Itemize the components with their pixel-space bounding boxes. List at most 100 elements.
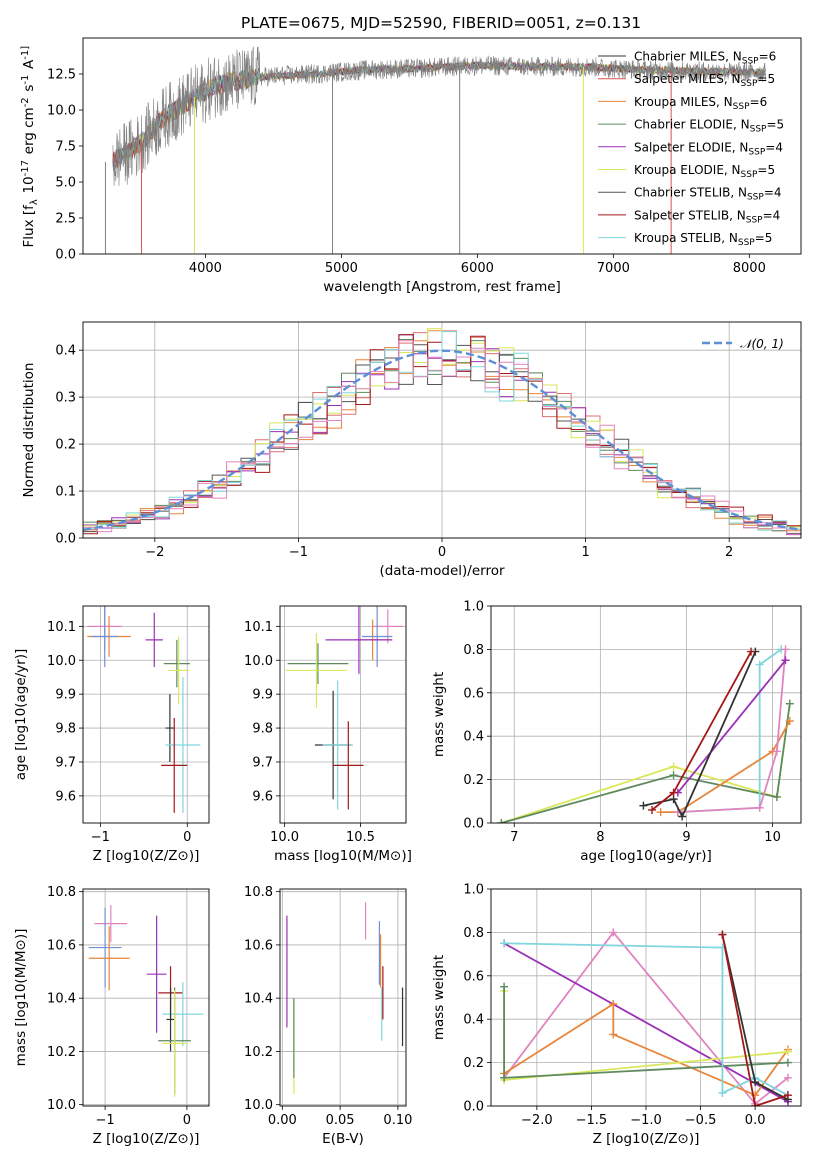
- y-axis-label: age [log10(age/yr)]: [13, 649, 29, 781]
- y-tick-label: 10.0: [47, 104, 76, 119]
- y-tick-label: 10.2: [244, 1045, 273, 1060]
- residual-panel: −2 −1 0 1 2 0.0 0.1 0.2 0.3 0.4 (data-model)/error…: [21, 321, 802, 579]
- y-tick-label: 10.0: [47, 1098, 76, 1113]
- mass-weight-marker: [772, 747, 781, 756]
- mass-vs-metallicity-panel: −1 0 10.0 10.2 10.4 10.6 10.8 Z [log10(Z/Z⊙)] ma…: [13, 885, 210, 1147]
- error-bar-points: [88, 904, 204, 1097]
- y-tick-label: 10.6: [47, 938, 76, 953]
- y-tick-label: 9.7: [55, 755, 76, 770]
- axes-frame: [82, 37, 802, 255]
- legend-entry: Chabrier MILES, NSSP=6: [634, 50, 776, 67]
- mass-weight-marker: [500, 939, 509, 948]
- axes-frame: [82, 605, 210, 824]
- mass-weight-marker: [783, 1073, 792, 1082]
- x-tick-label: 0.05: [326, 1113, 355, 1128]
- y-tick-label: 5.0: [55, 176, 76, 191]
- y-axis-label: Flux [fλ 10-17 erg cm-2 s-1 A-1]: [20, 45, 40, 248]
- x-tick-label: 0.10: [383, 1113, 412, 1128]
- mass-weight-marker: [669, 762, 678, 771]
- mass-weight-marker: [678, 812, 687, 821]
- y-tick-label: 0.3: [55, 391, 76, 406]
- legend-entry: Salpeter ELODIE, NSSP=4: [634, 140, 783, 157]
- mass-weight-marker: [500, 982, 509, 991]
- residual-legend: 𝒩(0, 1): [702, 337, 784, 351]
- x-tick-label: 4000: [189, 261, 222, 276]
- axes-frame: [490, 888, 802, 1107]
- x-tick-label: 9: [682, 830, 690, 845]
- x-tick-label: 8: [596, 830, 604, 845]
- x-tick-label: 0: [183, 1113, 191, 1128]
- legend-entry: Chabrier ELODIE, NSSP=5: [634, 118, 784, 135]
- axes-frame: [82, 321, 802, 539]
- y-tick-label: 10.8: [47, 885, 76, 900]
- x-tick-label: 7: [510, 830, 518, 845]
- residual-histogram: [83, 340, 801, 535]
- mass-weight-series: [501, 703, 791, 823]
- x-tick-label: 0: [438, 545, 446, 560]
- x-tick-label: −2.0: [521, 1113, 553, 1128]
- mass-weight-series: [660, 720, 791, 813]
- y-tick-label: 9.6: [252, 789, 273, 804]
- x-tick-label: 0: [183, 830, 191, 845]
- figure-title: PLATE=0675, MJD=52590, FIBERID=0051, z=0…: [241, 14, 641, 32]
- x-axis-label: E(B-V): [322, 1131, 364, 1147]
- y-tick-label: 9.7: [252, 755, 273, 770]
- x-axis-label: Z [log10(Z/Z⊙)]: [93, 848, 200, 864]
- mass-weight-vs-metallicity-panel: −2.0 −1.5 −1.0 −0.5 0.0 0.0 0.2 0.4 0.6 0.8 1.0 Z […: [431, 883, 802, 1147]
- x-tick-label: 2: [725, 545, 733, 560]
- mass-weight-marker: [609, 1000, 618, 1009]
- x-tick-label: 5000: [325, 261, 358, 276]
- x-tick-label: 6000: [461, 261, 494, 276]
- mass-weight-marker: [785, 699, 794, 708]
- x-tick-label: −2: [145, 545, 164, 560]
- legend-entry: Kroupa STELIB, NSSP=5: [634, 231, 772, 248]
- x-tick-label: −0.5: [685, 1113, 717, 1128]
- y-tick-label: 10.1: [47, 620, 76, 635]
- legend-entry: Salpeter MILES, NSSP=5: [634, 72, 775, 89]
- legend-entry: Chabrier STELIB, NSSP=4: [634, 186, 782, 203]
- y-axis-label: Normed distribution: [21, 363, 37, 498]
- y-tick-label: 9.8: [55, 722, 76, 737]
- mass-weight-marker: [751, 1078, 760, 1087]
- mass-weight-marker: [755, 803, 764, 812]
- age-vs-mass-panel: 10.0 10.5 9.6 9.7 9.8 9.9 10.0 10.1 mass [log10(…: [244, 605, 412, 864]
- y-tick-label: 0.4: [463, 1013, 484, 1028]
- x-axis-label: age [log10(age/yr)]: [580, 848, 712, 864]
- x-tick-label: 0.00: [268, 1113, 297, 1128]
- x-tick-label: −1.5: [576, 1113, 608, 1128]
- x-axis-label: wavelength [Angstrom, rest frame]: [323, 279, 561, 295]
- y-axis-label: mass weight: [431, 672, 447, 757]
- y-tick-label: 9.9: [252, 688, 273, 703]
- y-tick-label: 1.0: [463, 883, 484, 898]
- mass-weight-marker: [718, 930, 727, 939]
- legend-entry: 𝒩(0, 1): [740, 337, 784, 351]
- y-tick-label: 0.8: [463, 643, 484, 658]
- mass-weight-marker: [783, 1047, 792, 1056]
- age-vs-metallicity-panel: −1 0 9.6 9.7 9.8 9.9 10.0 10.1 Z [log10(Z/Z⊙)] ag…: [13, 605, 210, 864]
- y-tick-label: 9.8: [252, 722, 273, 737]
- mass-weight-marker: [747, 647, 756, 656]
- mass-weight-series: [643, 651, 757, 819]
- axes-frame: [279, 888, 407, 1107]
- y-tick-label: 0.0: [463, 817, 484, 832]
- mass-weight-series: [721, 934, 789, 1106]
- x-tick-label: −1.0: [630, 1113, 662, 1128]
- y-tick-label: 12.5: [47, 68, 76, 83]
- y-tick-label: 10.0: [47, 654, 76, 669]
- mass-weight-series: [677, 649, 787, 813]
- observed-spectrum-line: [112, 46, 766, 187]
- y-tick-label: 10.4: [47, 992, 76, 1007]
- error-bar-points: [87, 606, 201, 813]
- y-tick-label: 10.6: [244, 938, 273, 953]
- x-tick-label: 10.0: [270, 830, 299, 845]
- x-tick-label: −1: [96, 1113, 115, 1128]
- y-axis-label: mass weight: [431, 955, 447, 1040]
- mass-weight-marker: [639, 801, 648, 810]
- mass-weight-marker: [500, 1073, 509, 1082]
- mass-weight-marker: [783, 1058, 792, 1067]
- axes-frame: [82, 888, 210, 1107]
- mass-weight-lines: [500, 928, 792, 1106]
- x-tick-label: 10: [764, 830, 781, 845]
- mass-weight-lines: [497, 645, 794, 823]
